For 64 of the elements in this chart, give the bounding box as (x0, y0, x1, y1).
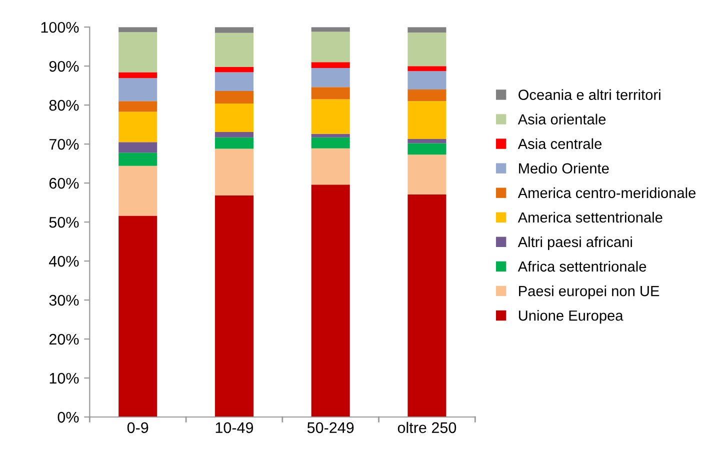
bar (311, 27, 350, 32)
bar (214, 104, 254, 132)
bar (311, 62, 350, 68)
legend-label: Medio Oriente (519, 162, 609, 174)
y-tick-label: 70% (49, 138, 79, 150)
y-tick-label: 90% (49, 60, 79, 72)
bar (214, 196, 254, 417)
bar (408, 101, 446, 139)
bar (311, 134, 350, 138)
bar (408, 138, 446, 144)
bar (311, 184, 350, 417)
y-tick-label: 50% (49, 216, 79, 228)
y-tick-label: 30% (49, 294, 79, 306)
bar (214, 137, 254, 149)
legend-label: Altri paesi africani (518, 236, 632, 250)
bar (214, 66, 254, 72)
bar (118, 142, 158, 153)
y-tick-label: 40% (49, 256, 79, 267)
bar (311, 99, 350, 134)
bar (118, 216, 158, 417)
bar (118, 112, 158, 142)
bar (311, 87, 350, 100)
bar (311, 68, 350, 88)
bar (214, 32, 254, 67)
x-tick-label: 0-9 (127, 422, 148, 434)
legend-label: Paesi europei non UE (519, 286, 660, 300)
legend-label: Africa settentrionale (518, 260, 646, 272)
bar (214, 72, 254, 92)
legend-label: Oceania e altri territori (518, 89, 660, 100)
bar (118, 152, 158, 166)
y-tick-label: 10% (50, 372, 79, 384)
y-tick-label: 0% (58, 412, 79, 423)
bar (118, 72, 158, 78)
bar (408, 27, 446, 33)
bar (118, 78, 158, 102)
legend-label: Asia orientale (518, 114, 606, 124)
bar (408, 89, 446, 102)
legend-label: Asia centrale (518, 138, 602, 150)
bar (408, 194, 446, 417)
y-tick-label: 80% (49, 100, 79, 111)
legend-label: America centro-meridionale (518, 187, 696, 198)
x-tick-label: 10-49 (216, 422, 254, 434)
bar (118, 32, 158, 72)
bar (408, 143, 446, 155)
bar (311, 148, 350, 185)
bar (408, 154, 446, 194)
legend-label: Unione Europea (518, 310, 624, 324)
bar (214, 132, 254, 138)
bar (311, 32, 350, 62)
y-tick-label: 20% (49, 334, 79, 345)
bar (408, 66, 446, 72)
bar (214, 91, 254, 104)
bar (214, 27, 254, 33)
y-tick-label: 100% (41, 22, 79, 33)
bar (408, 71, 446, 90)
bar (118, 101, 158, 112)
x-tick-label: 50-249 (307, 422, 354, 434)
bar (311, 137, 350, 148)
y-tick-label: 60% (49, 178, 79, 189)
legend-label: America settentrionale (518, 212, 662, 223)
bar (214, 148, 254, 196)
bar (408, 32, 446, 66)
x-tick-label: oltre 250 (398, 422, 456, 434)
bar (118, 166, 158, 216)
